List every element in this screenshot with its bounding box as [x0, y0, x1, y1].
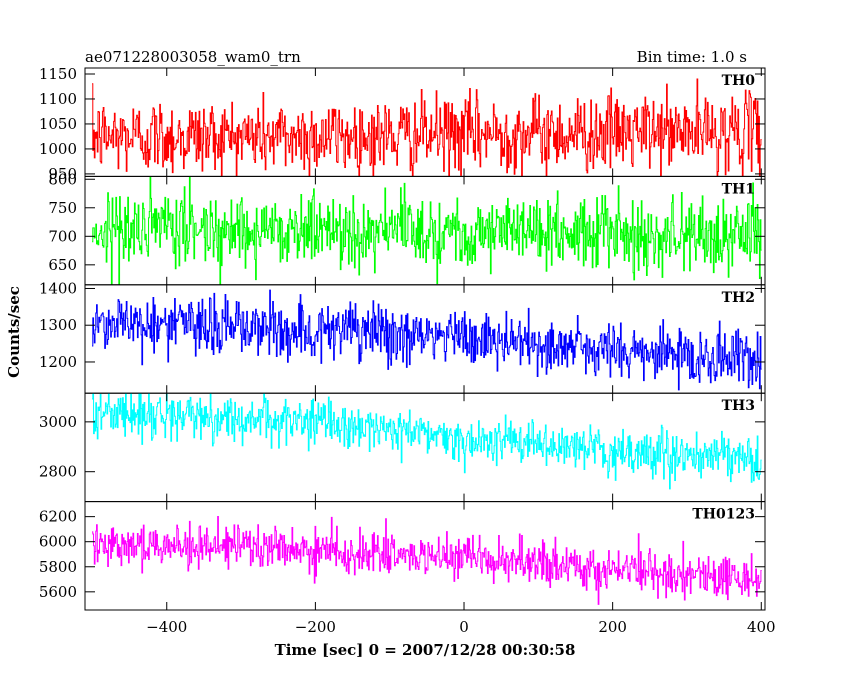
panel-label-th0: TH0 [722, 73, 756, 89]
panel-label-th0123: TH0123 [692, 507, 755, 523]
x-axis: −400 −200 0 200 400 [146, 618, 775, 636]
series-line-th1 [92, 176, 762, 285]
panel-th3: 2800 3000 TH3 [39, 392, 766, 503]
panel-label-th3: TH3 [722, 398, 755, 414]
y-tick-label: 1050 [39, 115, 77, 133]
y-tick-label: 1150 [39, 65, 77, 83]
y-axis-title: Counts/sec [5, 286, 23, 378]
series-line-th0 [92, 78, 762, 177]
panel-stack: 950 1000 1050 1100 1150 TH0 650 700 750 800 TH1 120… [39, 65, 766, 611]
y-tick-label: 2800 [39, 463, 77, 481]
x-tick-label: −200 [295, 618, 336, 636]
y-tick-label: 700 [48, 227, 77, 245]
panel-label-th1: TH1 [722, 181, 755, 197]
panel-frame [84, 501, 766, 611]
panel-label-th2: TH2 [722, 290, 755, 306]
y-tick-label: 1300 [39, 316, 77, 334]
bin-time-label: Bin time: 1.0 s [637, 48, 747, 66]
x-tick-label: 0 [459, 618, 469, 636]
y-tick-label: 6200 [39, 508, 77, 526]
x-tick-label: 200 [598, 618, 627, 636]
y-tick-label: 1000 [39, 140, 77, 158]
panel-th1: 650 700 750 800 TH1 [48, 170, 766, 286]
panel-th0: 950 1000 1050 1100 1150 TH0 [39, 65, 766, 183]
y-tick-label: 1200 [39, 353, 77, 371]
x-axis-title: Time [sec] 0 = 2007/12/28 00:30:58 [275, 641, 576, 659]
y-tick-label: 1100 [39, 90, 77, 108]
y-tick-label: 5600 [39, 583, 77, 601]
y-tick-label: 800 [48, 170, 77, 188]
series-line-th3 [92, 393, 762, 490]
series-line-th2 [92, 289, 762, 391]
observation-id-label: ae071228003058_wam0_trn [85, 48, 301, 66]
y-tick-label: 6000 [39, 533, 77, 551]
y-tick-label: 5800 [39, 558, 77, 576]
y-tick-label: 950 [48, 165, 77, 183]
y-tick-label: 650 [48, 256, 77, 274]
y-tick-label: 3000 [39, 413, 77, 431]
series-line-th0123 [92, 516, 762, 605]
x-tick-label: 400 [747, 618, 776, 636]
panel-th2: 1200 1300 1400 TH2 [39, 279, 766, 394]
panel-th0123: 5600 5800 6000 6200 TH0123 [39, 501, 766, 611]
y-tick-label: 750 [48, 199, 77, 217]
x-tick-label: −400 [146, 618, 187, 636]
y-tick-label: 1400 [39, 279, 77, 297]
